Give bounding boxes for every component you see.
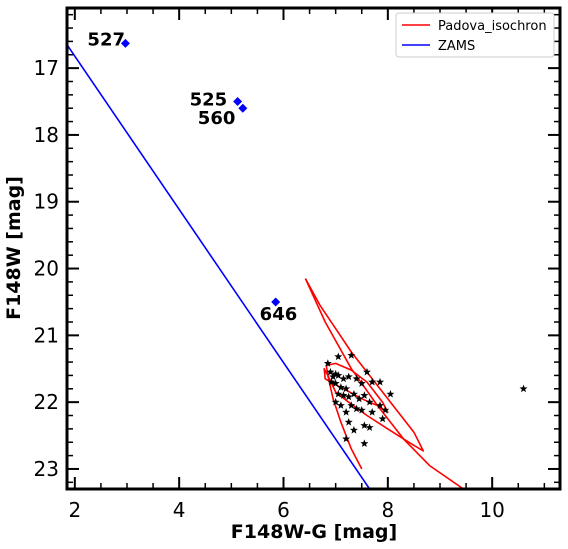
star-point xyxy=(368,407,377,416)
star-point xyxy=(347,401,356,409)
star-point xyxy=(342,384,351,393)
series-line-padova-isochron-upper xyxy=(304,278,464,489)
y-tick-label: 17 xyxy=(34,56,59,80)
star-point xyxy=(329,372,338,381)
star-point xyxy=(336,401,345,409)
star-point xyxy=(331,369,340,378)
labeled-point xyxy=(271,297,281,307)
point-label: 527 xyxy=(87,29,125,50)
y-tick-label: 21 xyxy=(34,323,59,347)
star-point xyxy=(368,377,377,386)
series-layer xyxy=(67,44,464,489)
legend: Padova_isochron ZAMS xyxy=(395,12,555,58)
x-tick-label: 8 xyxy=(381,498,394,522)
series-line-padova-isochron xyxy=(304,278,425,470)
star-point xyxy=(381,405,390,414)
x-axis-label: F148W-G [mag] xyxy=(231,521,397,543)
x-tick-label: 10 xyxy=(479,498,504,522)
plot-frame xyxy=(65,6,562,491)
star-point xyxy=(376,377,385,386)
star-point xyxy=(339,391,348,399)
star-point xyxy=(339,374,348,383)
star-point xyxy=(355,394,364,403)
star-point xyxy=(342,407,351,416)
legend-label-isochron: Padova_isochron xyxy=(438,19,547,34)
y-tick-label: 18 xyxy=(34,123,59,147)
y-axis-label: F148W [mag] xyxy=(3,176,25,320)
tick-labels-layer: 2 4 6 8 10 17 18 19 20 21 22 23 xyxy=(34,56,505,522)
star-point xyxy=(334,371,343,379)
x-tick-label: 2 xyxy=(68,498,81,522)
star-point xyxy=(323,359,332,367)
point-label: 560 xyxy=(198,108,236,129)
star-point xyxy=(357,379,366,387)
star-point xyxy=(519,384,528,393)
star-point xyxy=(331,379,340,387)
y-tick-label: 19 xyxy=(34,190,59,214)
y-tick-label: 22 xyxy=(34,390,59,414)
x-tick-label: 6 xyxy=(277,498,290,522)
star-point xyxy=(349,389,358,398)
ticks-layer xyxy=(67,8,560,489)
star-point xyxy=(365,423,374,431)
star-point xyxy=(362,367,371,376)
star-point xyxy=(344,417,353,426)
star-point xyxy=(378,414,387,423)
legend-label-zams: ZAMS xyxy=(438,39,475,54)
legend-box xyxy=(395,12,555,58)
star-point xyxy=(352,404,361,413)
star-point xyxy=(344,392,353,401)
star-point xyxy=(334,389,343,398)
star-point xyxy=(336,383,345,391)
star-point xyxy=(357,405,366,414)
star-point xyxy=(352,374,361,383)
star-point xyxy=(347,351,356,359)
star-point xyxy=(386,389,395,398)
labeled-point xyxy=(233,97,243,107)
star-point xyxy=(334,352,343,361)
star-point xyxy=(360,391,369,399)
labeled-point xyxy=(120,38,130,48)
series-line-zams xyxy=(67,44,371,489)
y-tick-label: 23 xyxy=(34,457,59,481)
point-label: 525 xyxy=(190,90,228,111)
star-point xyxy=(365,397,374,406)
star-point xyxy=(344,372,353,381)
star-point xyxy=(360,439,369,447)
star-point xyxy=(327,377,336,386)
star-point xyxy=(326,367,335,376)
star-point xyxy=(376,401,385,409)
point-label: 646 xyxy=(260,304,298,325)
markers-layer xyxy=(120,38,528,447)
y-tick-label: 20 xyxy=(34,257,59,281)
star-point xyxy=(349,426,358,434)
star-point xyxy=(331,397,340,406)
star-point xyxy=(342,434,351,443)
labeled-point xyxy=(238,103,248,113)
x-tick-label: 4 xyxy=(173,498,186,522)
star-point xyxy=(360,421,369,429)
